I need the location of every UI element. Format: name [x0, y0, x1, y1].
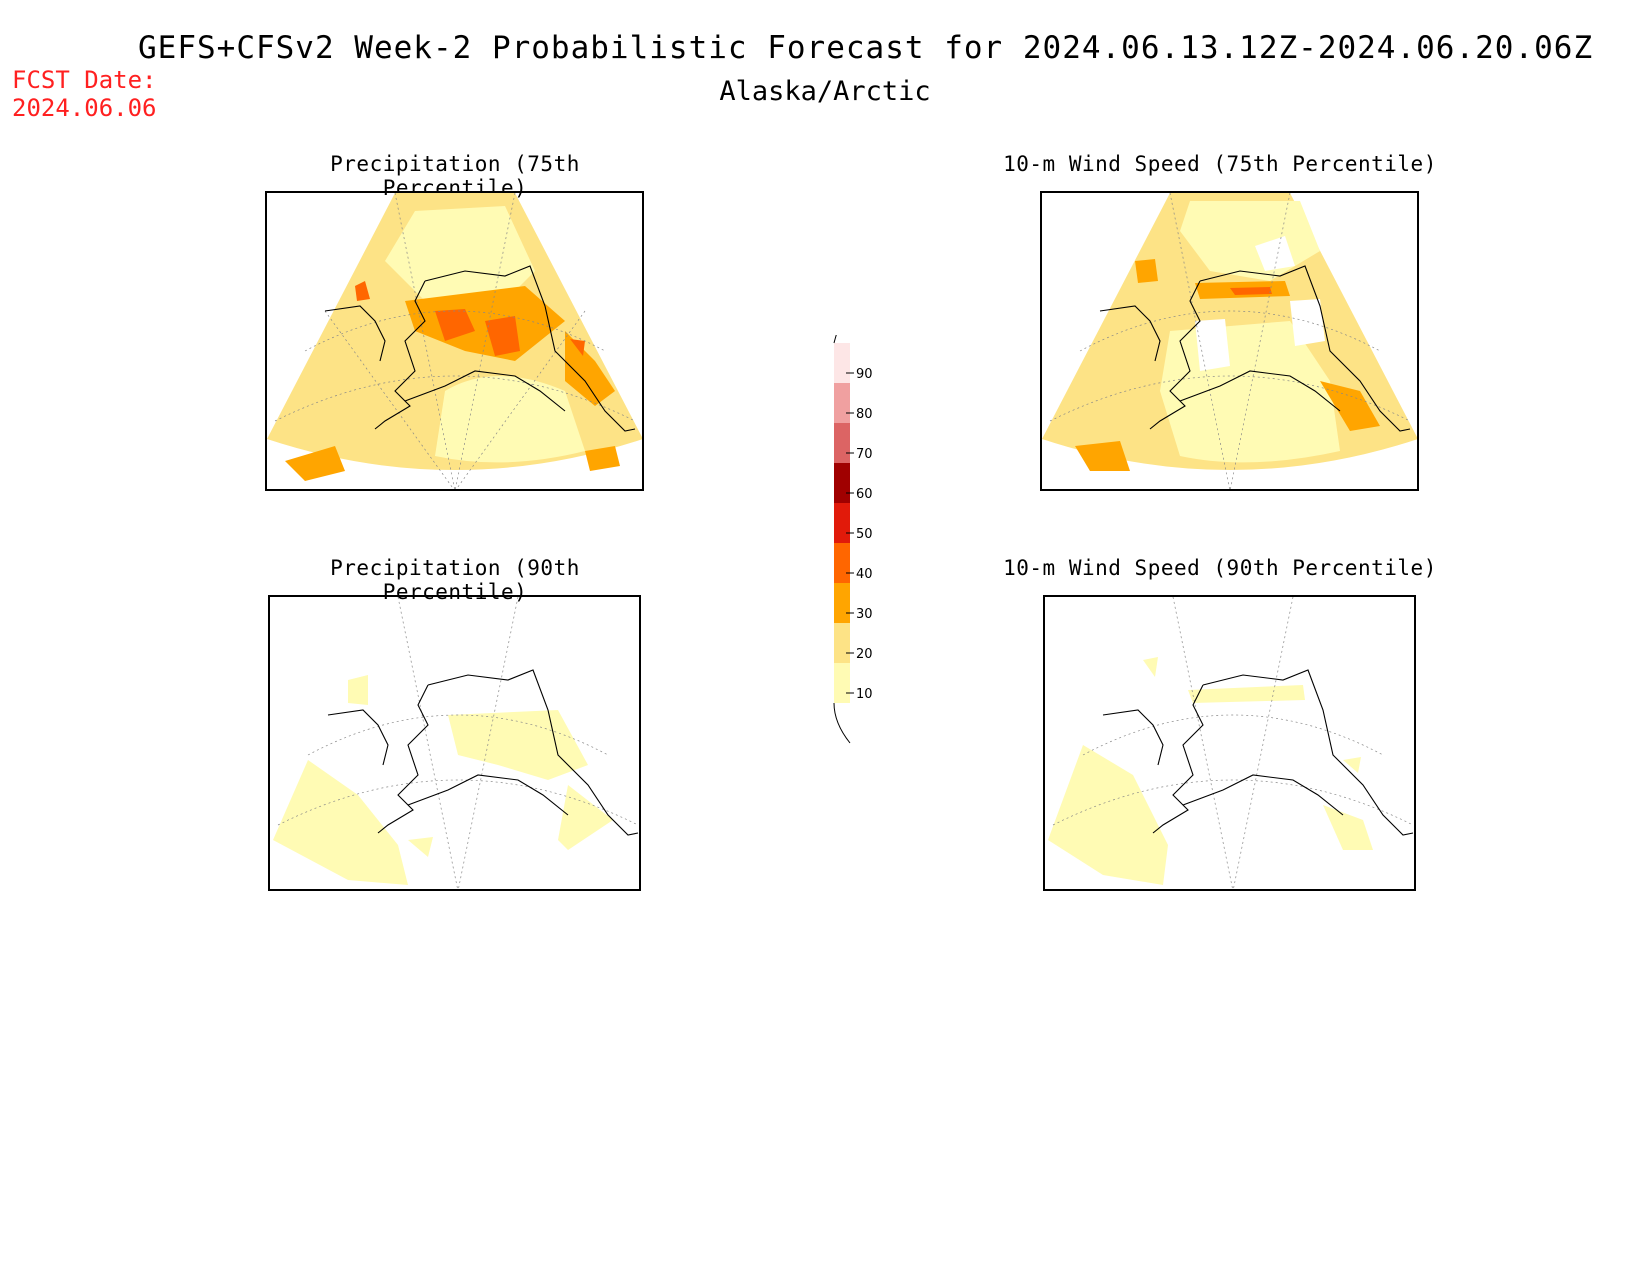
- panel-title-wind-75: 10-m Wind Speed (75th Percentile): [1003, 152, 1437, 176]
- panel-title-precip-90: Precipitation (90th Percentile): [330, 556, 580, 604]
- colorbar-swatch: [834, 583, 850, 623]
- colorbar-label: 70: [856, 447, 873, 462]
- colorbar-swatch: [834, 543, 850, 583]
- colorbar-label: 20: [856, 647, 873, 662]
- colorbar-label: 30: [856, 607, 873, 622]
- forecast-date-label: FCST Date: 2024.06.06: [12, 66, 157, 122]
- colorbar-swatch: [834, 463, 850, 503]
- colorbar-swatch: [834, 343, 850, 383]
- map-panel-wind-75: [1040, 191, 1419, 491]
- colorbar-swatch: [834, 503, 850, 543]
- panel-title-wind-90: 10-m Wind Speed (90th Percentile): [1003, 556, 1437, 580]
- forecast-date-caption: FCST Date:: [12, 66, 157, 94]
- colorbar-swatch: [834, 383, 850, 423]
- colorbar-label: 80: [856, 407, 873, 422]
- colorbar-swatch: [834, 423, 850, 463]
- panel-title-precip-75: Precipitation (75th Percentile): [330, 152, 580, 200]
- colorbar-label: 10: [856, 687, 873, 702]
- colorbar-top-cap: [833, 335, 837, 344]
- colorbar-label: 50: [856, 527, 873, 542]
- colorbar-label: 60: [856, 487, 873, 502]
- region-subtitle: Alaska/Arctic: [719, 76, 931, 107]
- page-title: GEFS+CFSv2 Week-2 Probabilistic Forecast…: [138, 30, 1594, 66]
- colorbar-swatch: [834, 623, 850, 663]
- colorbar-swatch: [834, 663, 850, 703]
- map-panel-precip-90: [268, 595, 641, 891]
- forecast-date-value: 2024.06.06: [12, 94, 157, 122]
- colorbar-label: 40: [856, 567, 873, 582]
- colorbar-legend: 10 20 30 40 50 60 70 80 90: [833, 335, 873, 744]
- colorbar-label: 90: [856, 367, 873, 382]
- map-panel-wind-90: [1043, 595, 1416, 891]
- colorbar-bottom-cap: [833, 702, 851, 744]
- map-panel-precip-75: [265, 191, 644, 491]
